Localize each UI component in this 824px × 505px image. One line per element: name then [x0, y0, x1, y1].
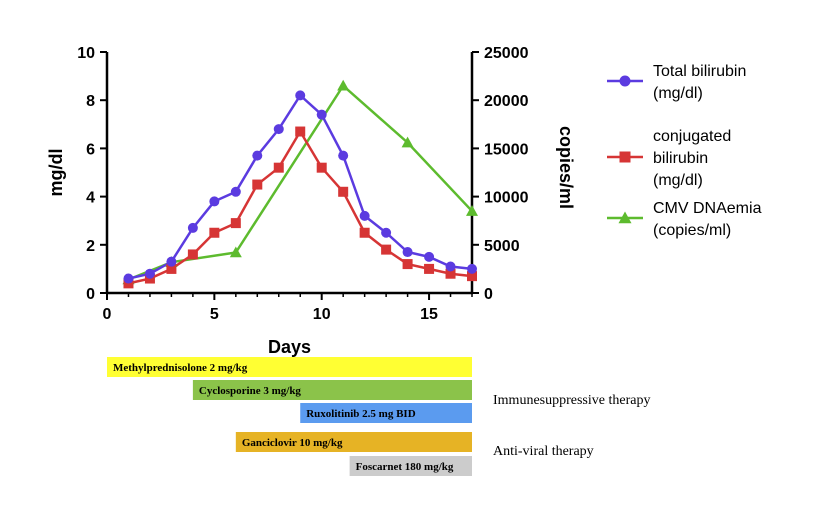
legend-marker-3 [618, 211, 632, 224]
y-left-tick-label: 4 [86, 190, 95, 207]
series-1-point [252, 150, 263, 161]
x-tick-label: 0 [103, 306, 112, 323]
therapy-bar-label-1: Methylprednisolone 2 mg/kg [113, 362, 248, 374]
legend-entry-1-line: Total bilirubin [653, 63, 746, 80]
series-3-point [229, 246, 242, 258]
series-2-point [381, 244, 392, 255]
series-1-point [187, 222, 198, 233]
y-left-tick-label: 2 [86, 238, 95, 255]
legend-marker-1 [619, 75, 631, 87]
series-3-point [337, 79, 350, 91]
legend-marker-2 [619, 151, 631, 163]
series-1-point [166, 256, 177, 267]
therapy-bar-3 [300, 403, 472, 423]
x-tick-label: 10 [313, 306, 331, 323]
y-right-tick-label: 10000 [484, 190, 529, 207]
y-left-axis-title: mg/dl [46, 149, 66, 197]
series-2-point [359, 227, 370, 238]
series-2-point [209, 227, 220, 238]
x-tick-label: 5 [210, 306, 219, 323]
series-2-point [338, 186, 349, 197]
series-1-point [338, 150, 349, 161]
therapy-bar-4 [235, 432, 472, 452]
series-1-point [424, 251, 435, 262]
therapy-group-label-2: Anti-viral therapy [493, 444, 594, 459]
legend-entry-2-line: (mg/dl) [653, 172, 703, 189]
therapy-bar-2 [192, 380, 472, 400]
legend-entry-2-line: conjugated [653, 128, 731, 145]
y-right-tick-label: 20000 [484, 93, 529, 110]
series-2-point [316, 162, 327, 173]
series-2-point [166, 263, 177, 274]
series-2-point [424, 263, 435, 274]
series-3-point [401, 136, 414, 148]
series-2-point [273, 162, 284, 173]
series-1-point [144, 268, 155, 279]
x-axis-title: Days [268, 337, 311, 357]
legend-entry-2-line: bilirubin [653, 150, 708, 167]
series-2-point [252, 179, 263, 190]
y-left-tick-label: 10 [77, 45, 95, 62]
y-left-tick-label: 6 [86, 141, 95, 158]
y-right-axis-title: copies/ml [556, 126, 576, 209]
therapy-bar-1 [107, 357, 472, 377]
series-1-point [467, 263, 477, 274]
therapy-bar-label-5: Foscarnet 180 mg/kg [356, 461, 454, 473]
series-1-point [359, 210, 370, 221]
series-2-point [402, 259, 413, 270]
series-1-point [402, 247, 413, 258]
therapy-bar-label-3: Ruxolitinib 2.5 mg BID [306, 408, 415, 420]
y-right-tick-label: 15000 [484, 141, 529, 158]
legend-entry-1-line: (mg/dl) [653, 85, 703, 102]
series-1-point [295, 90, 306, 101]
therapy-bar-label-4: Ganciclovir 10 mg/kg [242, 437, 343, 449]
y-right-tick-label: 5000 [484, 238, 520, 255]
therapy-bar-5 [349, 456, 472, 476]
series-1-point [316, 109, 327, 120]
series-line-1 [128, 93, 473, 280]
series-2-point [187, 249, 198, 260]
y-right-tick-label: 0 [484, 286, 493, 303]
y-right-tick-label: 25000 [484, 45, 529, 62]
legend-entry-3-line: (copies/ml) [653, 222, 731, 239]
therapy-group-label-1: Immunesuppressive therapy [493, 393, 650, 408]
series-2-point [467, 271, 477, 282]
series-1-point [230, 186, 241, 197]
series-1-point [123, 273, 134, 284]
therapy-bar-label-2: Cyclosporine 3 mg/kg [199, 385, 302, 397]
series-3-point [466, 205, 478, 216]
series-1-point [209, 196, 220, 207]
series-2-point [295, 126, 306, 137]
x-tick-label: 15 [420, 306, 438, 323]
legend-entry-3-line: CMV DNAemia [653, 200, 762, 217]
y-left-tick-label: 0 [86, 286, 95, 303]
series-1-point [445, 261, 456, 272]
series-1-point [273, 124, 284, 135]
series-2-point [230, 218, 241, 229]
series-1-point [381, 227, 392, 238]
y-left-tick-label: 8 [86, 93, 95, 110]
series-2-point [445, 268, 456, 279]
